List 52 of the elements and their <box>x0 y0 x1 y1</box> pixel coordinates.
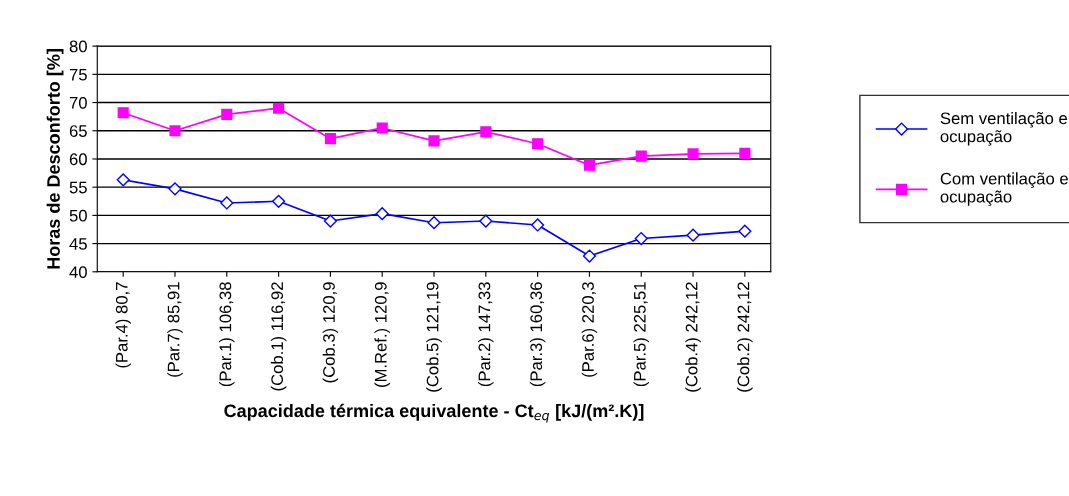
y-axis-title: Horas de Desconforto [%] <box>46 49 64 269</box>
x-tick-label: (Par.4) 80,7 <box>115 282 131 368</box>
x-tick-label: (Par.5) 225,51 <box>633 282 649 387</box>
point <box>738 224 752 238</box>
point <box>739 147 751 159</box>
point <box>427 216 441 230</box>
point <box>480 126 492 138</box>
point <box>375 207 389 221</box>
point <box>635 150 647 162</box>
point <box>687 148 699 160</box>
x-tick-label: (Cob.1) 116,92 <box>270 282 287 391</box>
point <box>323 214 337 228</box>
y-tick-label: 50 <box>69 209 87 222</box>
x-tick-label: (Cob.5) 121,19 <box>426 282 442 392</box>
point <box>428 135 440 147</box>
x-tick-label: (Par.2) 147,33 <box>478 282 494 387</box>
point <box>272 194 286 208</box>
point <box>531 218 545 232</box>
y-tick-label: 55 <box>69 181 87 194</box>
legend-label: Com ventilação e ocupação <box>940 172 1068 206</box>
point <box>273 102 285 114</box>
y-tick-label: 60 <box>69 153 87 166</box>
point <box>634 231 648 246</box>
x-tick-label: (Cob.3) 120,9 <box>322 282 339 383</box>
point <box>168 182 182 196</box>
x-tick-label: (Par.1) 106,38 <box>219 282 235 387</box>
x-tick-label: (Par.6) 220,3 <box>581 282 598 377</box>
x-tick-label: (M.Ref.) 120,9 <box>374 282 390 388</box>
legend-label: Sem ventilação e ocupação <box>940 112 1068 146</box>
point <box>220 196 234 210</box>
x-tick-label: (Par.3) 160,36 <box>529 282 546 387</box>
point <box>221 108 233 120</box>
point <box>686 228 700 242</box>
y-tick-label: 75 <box>69 68 87 81</box>
point <box>117 107 129 119</box>
point <box>532 138 544 150</box>
point <box>582 249 597 263</box>
x-axis-title: Capacidade térmica equivalente - Ct$_{eq}$ [kJ/(m².K)] <box>224 403 644 423</box>
point <box>324 133 336 145</box>
y-tick-label: 70 <box>69 96 87 109</box>
y-tick-label: 40 <box>69 266 87 279</box>
x-tick-label: (Par.7) 85,91 <box>167 282 183 377</box>
y-tick-label: 65 <box>69 125 87 137</box>
y-tick-label: 45 <box>69 238 87 250</box>
point <box>169 125 181 137</box>
x-tick-label: (Cob.2) 242,12 <box>737 282 753 392</box>
y-tick-label: 80 <box>69 40 87 53</box>
point <box>116 173 130 187</box>
x-tick-label: (Cob.4) 242,12 <box>685 282 701 392</box>
point <box>376 122 388 134</box>
point <box>583 159 595 171</box>
point <box>479 214 493 228</box>
